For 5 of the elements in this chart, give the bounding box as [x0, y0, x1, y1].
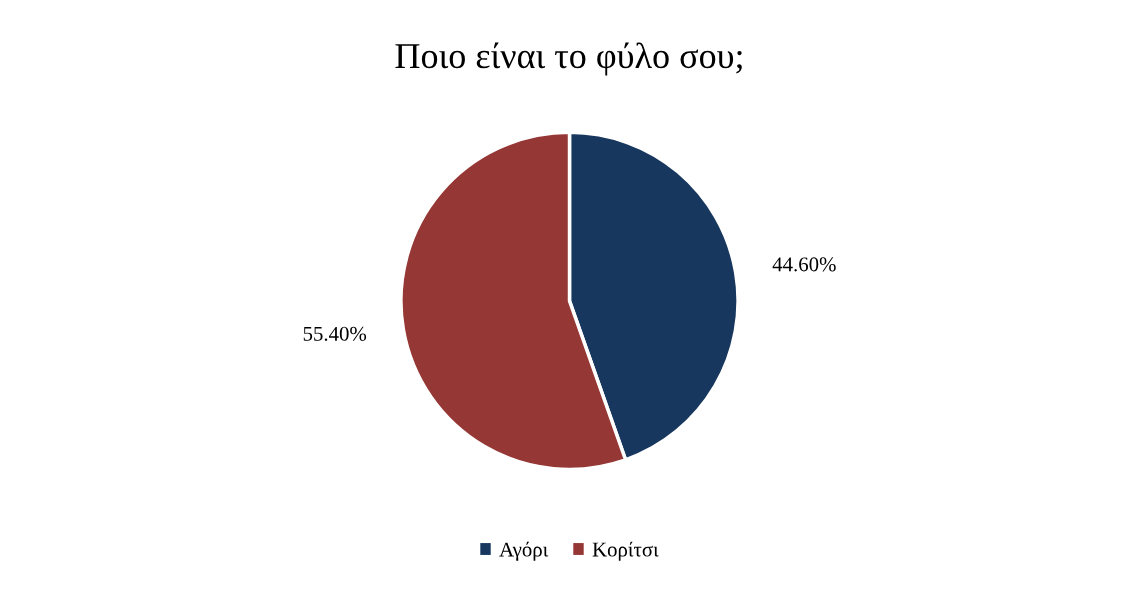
- chart-title: Ποιο είναι το φύλο σου;: [395, 42, 742, 76]
- data-label: 44.60%: [772, 257, 836, 272]
- data-label: 55.40%: [303, 326, 367, 341]
- legend-label: Αγόρι: [499, 541, 549, 561]
- legend-label: Κορίτσι: [592, 541, 659, 561]
